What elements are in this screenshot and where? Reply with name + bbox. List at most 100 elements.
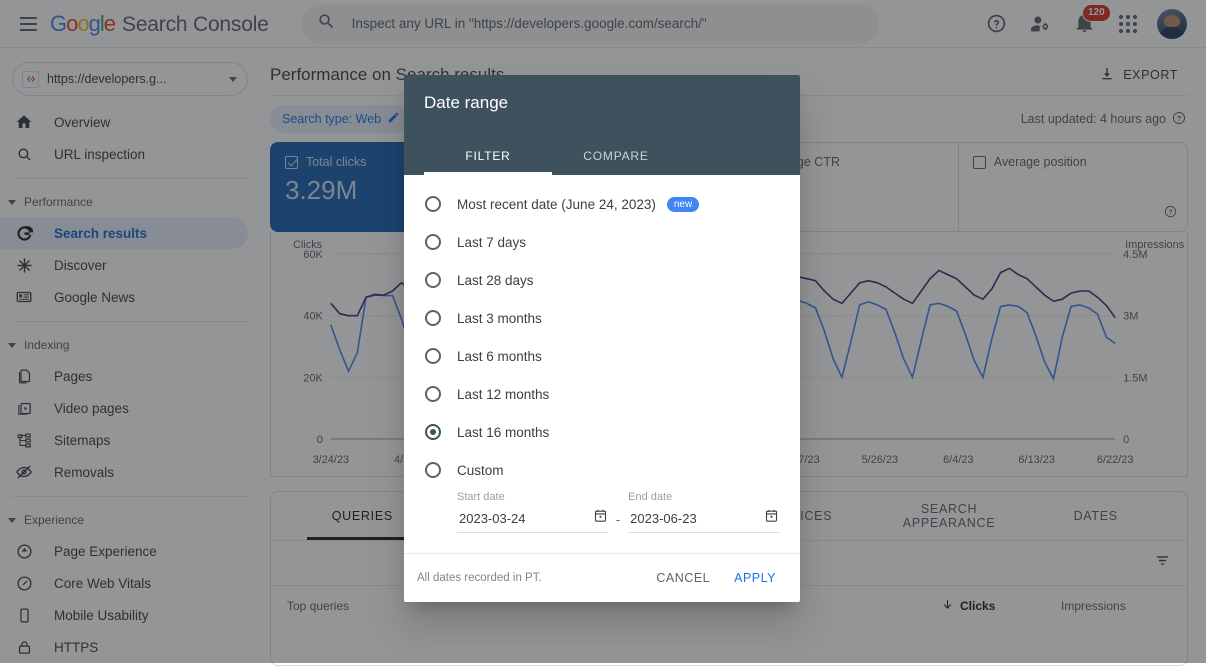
option-last-12-months[interactable]: Last 12 months bbox=[404, 375, 800, 413]
option-custom[interactable]: Custom bbox=[404, 451, 800, 489]
option-label: Last 6 months bbox=[457, 348, 542, 364]
option-label: Last 16 months bbox=[457, 424, 550, 440]
tab-search-appearance[interactable]: SEARCH APPEARANCE bbox=[902, 502, 996, 530]
calendar-icon[interactable] bbox=[593, 508, 608, 528]
sidebar-item-url-inspection[interactable]: URL inspection bbox=[0, 138, 248, 170]
notifications-icon[interactable]: 120 bbox=[1066, 3, 1111, 42]
end-date-input[interactable] bbox=[628, 509, 764, 527]
sidebar-item-search-results[interactable]: Search results bbox=[0, 217, 248, 249]
sidebar-item-removals[interactable]: Removals bbox=[0, 456, 248, 488]
column-label: Clicks bbox=[960, 598, 996, 613]
sidebar-item-discover[interactable]: Discover bbox=[0, 249, 248, 281]
radio-button[interactable] bbox=[425, 348, 441, 364]
tab-queries[interactable]: QUERIES bbox=[331, 509, 393, 523]
filter-list-icon[interactable] bbox=[1154, 552, 1171, 574]
option-last-7-days[interactable]: Last 7 days bbox=[404, 223, 800, 261]
column-header-clicks[interactable]: Clicks bbox=[941, 598, 1061, 614]
option-label: Last 3 months bbox=[457, 310, 542, 326]
dialog-title: Date range bbox=[424, 93, 509, 112]
sidebar-item-page-experience[interactable]: Page Experience bbox=[0, 535, 248, 567]
column-header-top-queries[interactable]: Top queries bbox=[287, 598, 350, 613]
help-icon[interactable] bbox=[1164, 205, 1177, 223]
custom-date-range: Start date - End date bbox=[404, 489, 800, 547]
avatar[interactable] bbox=[1154, 6, 1190, 42]
tab-filter[interactable]: FILTER bbox=[424, 139, 552, 175]
help-icon[interactable] bbox=[1172, 111, 1186, 128]
property-selector[interactable]: https://developers.g... bbox=[12, 62, 248, 96]
table-toolbar bbox=[271, 541, 1187, 585]
cancel-button[interactable]: CANCEL bbox=[656, 571, 711, 585]
brand[interactable]: Google Search Console bbox=[50, 11, 269, 37]
column-header-impressions[interactable]: Impressions bbox=[1061, 598, 1126, 613]
sidebar-group-performance[interactable]: Performance bbox=[0, 187, 260, 217]
sidebar-item-label: Google News bbox=[54, 289, 136, 305]
apply-button[interactable]: APPLY bbox=[734, 571, 776, 585]
brand-text: Search Console bbox=[122, 12, 269, 36]
date-range-dialog: Date range FILTER COMPARE Most recent da… bbox=[404, 75, 800, 602]
notifications-badge: 120 bbox=[1082, 3, 1111, 22]
main-content: Performance on Search results EXPORT Sea… bbox=[260, 48, 1206, 666]
sidebar-item-core-web-vitals[interactable]: Core Web Vitals bbox=[0, 567, 248, 599]
metric-checkbox[interactable] bbox=[285, 155, 298, 169]
filter-row: Search type: Web Last updated: 4 hours a… bbox=[260, 96, 1206, 142]
hamburger-icon[interactable] bbox=[10, 6, 46, 42]
svg-text:40K: 40K bbox=[303, 311, 323, 323]
option-most-recent-date[interactable]: Most recent date (June 24, 2023) new bbox=[404, 185, 800, 223]
sidebar-item-label: Removals bbox=[54, 464, 115, 480]
metric-card-average-position[interactable]: Average position bbox=[957, 142, 1188, 232]
option-last-6-months[interactable]: Last 6 months bbox=[404, 337, 800, 375]
option-label: Last 7 days bbox=[457, 234, 527, 250]
account-settings-icon[interactable] bbox=[1022, 6, 1058, 42]
apps-grid-icon[interactable] bbox=[1110, 6, 1146, 42]
last-updated-label: Last updated: 4 hours ago bbox=[1020, 112, 1166, 126]
sidebar-item-label: URL inspection bbox=[54, 146, 146, 162]
arrow-down-icon bbox=[941, 598, 954, 614]
sidebar-item-mobile-usability[interactable]: Mobile Usability bbox=[0, 599, 248, 631]
option-last-28-days[interactable]: Last 28 days bbox=[404, 261, 800, 299]
google-g-icon bbox=[12, 225, 36, 242]
new-badge: new bbox=[666, 196, 700, 212]
start-date-input[interactable] bbox=[457, 509, 593, 527]
svg-text:1.5M: 1.5M bbox=[1123, 372, 1147, 384]
tab-dates[interactable]: DATES bbox=[1073, 509, 1118, 523]
search-type-chip[interactable]: Search type: Web bbox=[270, 105, 413, 133]
metric-checkbox[interactable] bbox=[972, 155, 986, 169]
option-last-16-months[interactable]: Last 16 months bbox=[404, 413, 800, 451]
radio-button[interactable] bbox=[425, 234, 441, 250]
svg-text:6/13/23: 6/13/23 bbox=[1018, 454, 1055, 466]
metric-label: Total clicks bbox=[306, 155, 367, 169]
option-label: Custom bbox=[457, 462, 504, 478]
video-pages-icon bbox=[12, 400, 36, 417]
core-web-vitals-icon bbox=[12, 575, 36, 592]
option-label: Most recent date (June 24, 2023) bbox=[457, 196, 656, 212]
svg-text:6/22/23: 6/22/23 bbox=[1097, 454, 1134, 466]
sidebar-group-indexing[interactable]: Indexing bbox=[0, 330, 260, 360]
radio-button[interactable] bbox=[425, 386, 441, 402]
chevron-down-icon bbox=[8, 342, 16, 348]
sidebar-group-experience[interactable]: Experience bbox=[0, 505, 260, 535]
sidebar-item-sitemaps[interactable]: Sitemaps bbox=[0, 424, 248, 456]
sidebar-item-https[interactable]: HTTPS bbox=[0, 631, 248, 663]
radio-button[interactable] bbox=[425, 424, 441, 440]
export-button[interactable]: EXPORT bbox=[1091, 60, 1186, 91]
url-inspection-searchbox[interactable] bbox=[300, 3, 879, 44]
divider bbox=[12, 178, 248, 179]
radio-button[interactable] bbox=[425, 196, 441, 212]
svg-text:Impressions: Impressions bbox=[1125, 239, 1185, 251]
chevron-down-icon bbox=[8, 517, 16, 523]
sidebar-item-google-news[interactable]: Google News bbox=[0, 281, 248, 313]
mobile-usability-icon bbox=[12, 607, 36, 624]
sidebar-item-overview[interactable]: Overview bbox=[0, 106, 248, 138]
search-input[interactable] bbox=[349, 15, 863, 32]
sidebar-item-video-pages[interactable]: Video pages bbox=[0, 392, 248, 424]
calendar-icon[interactable] bbox=[764, 508, 779, 528]
radio-button[interactable] bbox=[425, 272, 441, 288]
search-icon bbox=[12, 146, 36, 163]
sidebar-item-label: Mobile Usability bbox=[54, 607, 149, 623]
sidebar-item-pages[interactable]: Pages bbox=[0, 360, 248, 392]
option-last-3-months[interactable]: Last 3 months bbox=[404, 299, 800, 337]
radio-button[interactable] bbox=[425, 310, 441, 326]
download-icon bbox=[1099, 66, 1115, 85]
radio-button[interactable] bbox=[425, 462, 441, 478]
tab-compare[interactable]: COMPARE bbox=[583, 149, 649, 163]
